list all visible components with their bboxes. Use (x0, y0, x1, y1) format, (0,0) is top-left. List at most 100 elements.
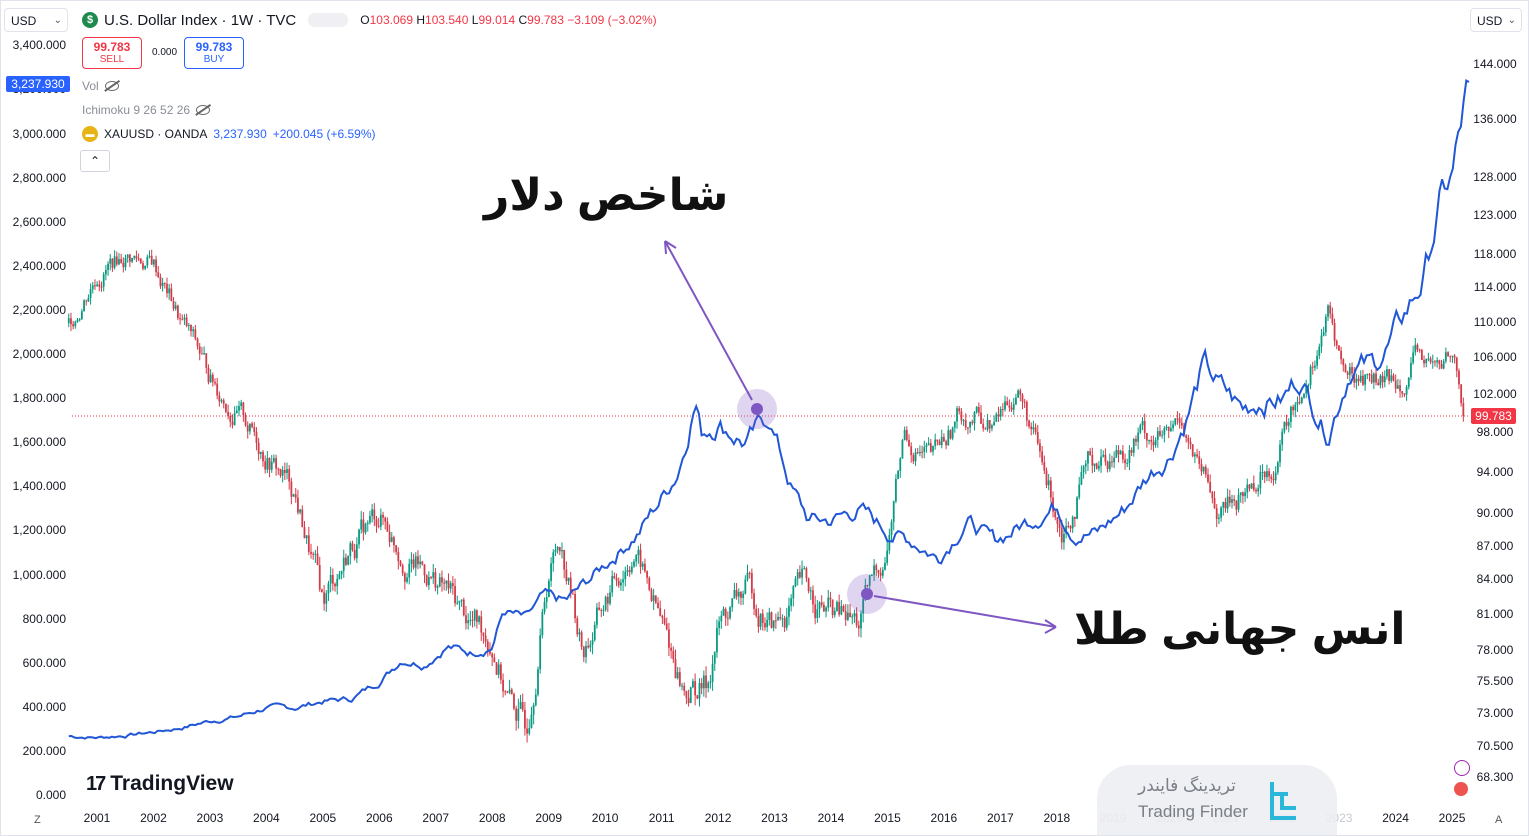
dxy-candle-body (506, 691, 509, 693)
dxy-candle-body (1244, 492, 1246, 497)
left-currency-select[interactable]: USD ⌄ (4, 8, 68, 32)
dxy-candle-body (971, 421, 974, 424)
dxy-candle-body (1436, 360, 1439, 363)
dxy-candle-body (1156, 431, 1159, 440)
dxy-candle-body (499, 664, 502, 680)
dxy-candle-body (1161, 434, 1164, 436)
ichimoku-indicator[interactable]: Ichimoku 9 26 52 26 (82, 103, 211, 117)
dxy-candle-body (1449, 356, 1452, 358)
dxy-candle-body (569, 577, 572, 594)
dxy-candle-body (870, 575, 873, 577)
dxy-candle-body (1165, 426, 1168, 429)
dxy-candle-body (833, 610, 836, 616)
dxy-candle-body (299, 509, 302, 513)
tradingview-logo-icon: 17 (86, 772, 106, 795)
dxy-candle-body (1036, 432, 1039, 444)
dxy-candle-body (484, 635, 487, 642)
dxy-candle-body (718, 621, 721, 628)
dxy-candle-body (1420, 349, 1423, 361)
dxy-candle-body (120, 259, 123, 263)
dxy-candle-body (1078, 484, 1081, 498)
dxy-candle-body (644, 563, 646, 572)
collapse-legend-button[interactable]: ⌃ (80, 150, 110, 172)
dxy-candle-body (740, 592, 742, 598)
vol-indicator[interactable]: Vol (82, 79, 119, 93)
dxy-candle-body (303, 527, 306, 539)
dxy-candle-body (493, 657, 496, 663)
dxy-candle-body (1128, 450, 1131, 463)
dxy-candle-body (879, 572, 882, 576)
dxy-candle-body (1292, 406, 1295, 411)
dxy-candle-body (1362, 375, 1364, 385)
dxy-candle-body (74, 321, 77, 327)
dxy-candle-body (698, 683, 701, 699)
eye-hidden-icon[interactable] (196, 105, 211, 115)
dxy-candle-body (737, 592, 740, 597)
right-axis-tick: 106.000 (1473, 350, 1517, 364)
dxy-candle-body (912, 455, 915, 462)
right-axis-tick: 123.000 (1473, 208, 1517, 222)
dxy-candle-body (545, 597, 548, 602)
compare-toggle-icon[interactable] (308, 13, 349, 27)
buy-button[interactable]: 99.783 BUY (184, 37, 244, 69)
dxy-candle-body (216, 383, 219, 396)
symbol-title[interactable]: U.S. Dollar Index · 1W · TVC (104, 11, 297, 29)
lightning-icon[interactable] (1454, 760, 1470, 776)
dxy-candle-body (836, 601, 838, 611)
dxy-candle-body (412, 559, 415, 568)
dxy-candle-body (1224, 502, 1227, 509)
dxy-candle-body (1403, 393, 1406, 395)
eye-hidden-icon[interactable] (104, 81, 119, 91)
dxy-candle-body (620, 582, 622, 586)
dxy-candle-body (1305, 386, 1308, 394)
dxy-candle-body (982, 423, 985, 429)
left-axis-tick: 3,000.000 (12, 126, 66, 141)
dxy-candle-body (794, 578, 797, 587)
dxy-candle-body (1418, 349, 1421, 351)
gold-price-label: 3,237.930 (213, 127, 267, 141)
dxy-candle-body (1047, 480, 1050, 486)
dxy-candle-body (986, 420, 989, 430)
dxy-candle-body (938, 441, 941, 446)
dxy-candle-body (307, 535, 310, 552)
dxy-candle-body (1073, 516, 1076, 519)
dxy-candle-body (497, 664, 500, 675)
left-axis-tick: 200.000 (22, 743, 66, 758)
dxy-candle-body (1392, 375, 1395, 381)
auto-scale-toggle[interactable]: A (1495, 814, 1503, 826)
dxy-candle-body (253, 427, 256, 432)
dxy-candle-body (460, 599, 463, 601)
dxy-candle-body (1100, 456, 1102, 466)
dxy-candle-body (788, 605, 790, 617)
dxy-candle-body (1451, 355, 1454, 357)
gold-legend[interactable]: ▬ XAUUSD · OANDA 3,237.930 +200.045 (+6.… (82, 126, 376, 142)
flag-icon[interactable] (1454, 782, 1468, 796)
dxy-candle-body (543, 601, 546, 612)
dxy-candle-body (881, 569, 884, 576)
dxy-candle-body (85, 300, 88, 302)
dxy-candle-body (1327, 305, 1329, 317)
left-currency-label: USD (11, 14, 37, 28)
dxy-candle-body (1015, 397, 1017, 405)
dxy-candle-body (615, 578, 618, 581)
sell-button[interactable]: 99.783 SELL (82, 37, 142, 69)
x-axis-tick: 2011 (648, 811, 675, 825)
dxy-candle-body (1248, 484, 1251, 489)
right-currency-select[interactable]: USD ⌄ (1470, 8, 1522, 32)
dxy-candle-body (408, 563, 411, 578)
dxy-candle-body (478, 616, 480, 622)
gold-last-price-badge: 3,237.930 (6, 76, 70, 92)
dxy-candle-body (1215, 508, 1218, 519)
right-axis-tick: 110.000 (1473, 315, 1517, 329)
dxy-candle-body (179, 318, 181, 320)
dxy-candle-body (294, 494, 297, 498)
dxy-candle-body (80, 311, 83, 320)
dxy-candle-body (798, 572, 801, 578)
tradingview-logo[interactable]: 17 TradingView (86, 772, 234, 796)
spread-value: 0.000 (152, 47, 178, 58)
dxy-candle-body (724, 608, 727, 618)
zoom-toggle[interactable]: Z (34, 814, 41, 826)
dxy-candle-body (1152, 441, 1155, 446)
dxy-candle-body (1172, 424, 1174, 429)
